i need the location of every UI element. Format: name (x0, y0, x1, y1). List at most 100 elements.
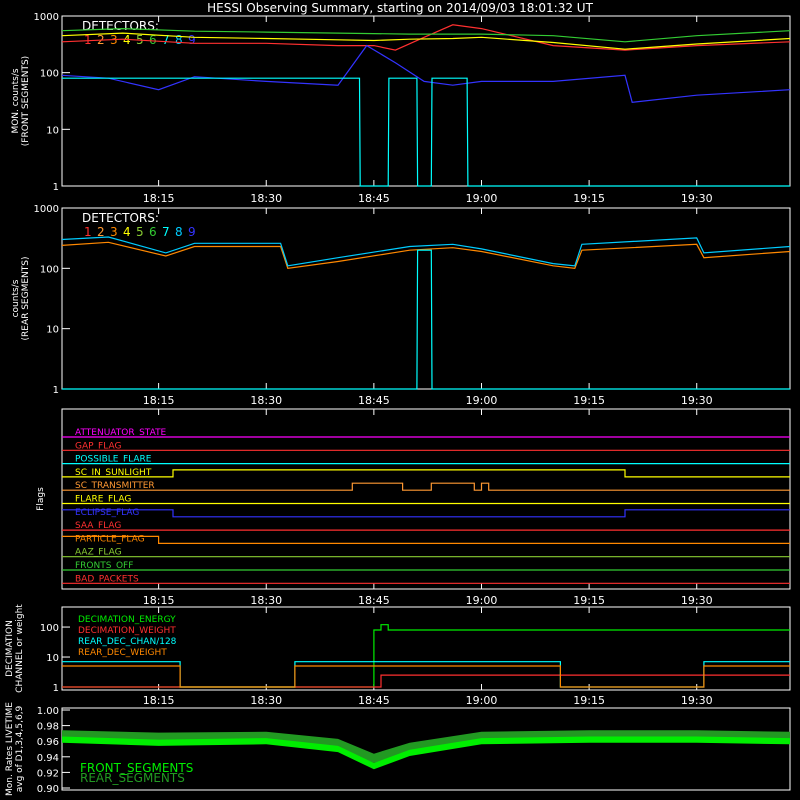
panel2-legend-label-5: 5 (136, 225, 144, 239)
panel2-series-2 (62, 249, 790, 390)
panel4-ytick-label-0: 1 (53, 683, 59, 694)
panel2-ytick-label-2: 100 (40, 264, 59, 275)
panel4-xtick-label-1: 18:30 (250, 694, 282, 707)
panel1-xtick-label-0: 18:15 (143, 192, 175, 205)
panel4-ylabel-0: DECIMATION (5, 620, 15, 677)
panel1-ytick-label-0: 1 (53, 182, 59, 193)
panel2-xtick-label-3: 19:00 (466, 394, 498, 407)
panel3-ylabel: Flags (36, 487, 46, 511)
panel3-flag-label-9: AAZ_FLAG (75, 548, 122, 558)
panel3-flag-label-6: ECLIPSE_FLAG (75, 508, 139, 518)
panel3-xtick-label-2: 18:45 (358, 594, 390, 607)
panel3-xtick-label-5: 19:30 (681, 594, 713, 607)
panel5-ytick-label-5: 1.00 (37, 706, 59, 717)
panel1-ylabel-1: (FRONT SEGMENTS) (21, 56, 31, 146)
panel2-legend-title: DETECTORS: (82, 211, 159, 225)
panel1-legend-label-6: 6 (149, 33, 157, 47)
panel2-ylabel-0: counts/s (11, 279, 21, 317)
panel3-flag-label-2: POSSIBLE_FLARE (75, 455, 152, 465)
panel2-series-0 (61, 241, 791, 269)
panel1-series-4 (62, 77, 790, 187)
panel1-legend-label-1: 1 (84, 33, 92, 47)
panel1-series-2 (61, 27, 791, 43)
panel4-legend-0: DECIMATION_ENERGY (78, 615, 176, 625)
panel5-frame (61, 707, 791, 791)
panel1-ytick-label-2: 100 (40, 69, 59, 80)
panel4-legend-2: REAR_DEC_CHAN/128 (78, 637, 177, 647)
panel3-flag-label-11: BAD_PACKETS (75, 574, 139, 584)
panel4-ylabel-1: CHANNEL or weight (15, 604, 25, 693)
panel3-flag-line-4 (62, 482, 790, 491)
panel1-legend-title: DETECTORS: (82, 19, 159, 33)
panel1-ytick-label-3: 1000 (34, 12, 59, 23)
panel5-ytick-label-2: 0.94 (37, 753, 59, 764)
panel2-legend-label-1: 1 (84, 225, 92, 239)
panel2-xtick-label-1: 18:30 (250, 394, 282, 407)
panel4-xtick-label-2: 18:45 (358, 694, 390, 707)
panel2-xtick-label-4: 19:15 (573, 394, 605, 407)
panel3-xtick-label-1: 18:30 (250, 594, 282, 607)
panel4-ytick-label-1: 10 (46, 653, 59, 664)
panel2-frame (61, 207, 791, 390)
panel4-xtick-label-0: 18:15 (143, 694, 175, 707)
panel2-legend-label-7: 7 (162, 225, 170, 239)
panel2-legend-label-4: 4 (123, 225, 131, 239)
panel5-ylabel-1: avg of D1,3,4,5,6,9 (15, 705, 25, 792)
panel5-ytick-label-3: 0.96 (37, 737, 59, 748)
panel2-legend-label-2: 2 (97, 225, 105, 239)
panel3-flag-line-8 (62, 535, 790, 544)
panel2-xtick-label-5: 19:30 (681, 394, 713, 407)
panel1-ytick-label-1: 10 (46, 125, 59, 136)
panel5-band-1 (62, 736, 790, 770)
panel2-xtick-label-0: 18:15 (143, 394, 175, 407)
panel3-xtick-label-0: 18:15 (143, 594, 175, 607)
panel4-frame (61, 606, 791, 691)
panel1-ylabel-0: MON. counts/s (11, 68, 21, 133)
panel5-ytick-label-1: 0.92 (37, 768, 59, 779)
panel3-flag-label-10: FRONTS_OFF (75, 561, 133, 571)
panel5-legend-1: REAR_SEGMENTS (80, 771, 185, 785)
panel4-legend-3: REAR_DEC_WEIGHT (78, 648, 167, 658)
panel3-flag-label-5: FLARE_FLAG (75, 495, 131, 505)
panel3-flag-label-4: SC_TRANSMITTER (75, 481, 155, 491)
panel3-flag-label-3: SC_IN_SUNLIGHT (75, 468, 152, 478)
panel2-ylabel-1: (REAR SEGMENTS) (21, 256, 31, 340)
panel2-legend-label-8: 8 (175, 225, 183, 239)
panel3-flag-line-6 (62, 509, 790, 518)
panel4-xtick-label-4: 19:15 (573, 694, 605, 707)
panel4-ytick-label-2: 100 (40, 623, 59, 634)
panel1-legend-label-8: 8 (175, 33, 183, 47)
panel1-xtick-label-2: 18:45 (358, 192, 390, 205)
panel1-series-0 (61, 24, 791, 51)
panel4-series-3 (62, 665, 790, 688)
panel4-xtick-label-3: 19:00 (466, 694, 498, 707)
panel2-legend-label-6: 6 (149, 225, 157, 239)
panel1-series-3 (61, 44, 791, 103)
panel1-legend-label-7: 7 (162, 33, 170, 47)
panel5-legend-0: FRONT_SEGMENTS (80, 761, 193, 775)
panel1-legend-label-9: 9 (188, 33, 196, 47)
panel2-ytick-label-3: 1000 (34, 204, 59, 215)
panel1-xtick-label-5: 19:30 (681, 192, 713, 205)
panel3-xtick-label-4: 19:15 (573, 594, 605, 607)
panel3-flag-line-3 (62, 469, 790, 478)
panel3-flag-label-0: ATTENUATOR_STATE (75, 428, 167, 438)
panel1-xtick-label-4: 19:15 (573, 192, 605, 205)
panel4-series-1 (62, 674, 790, 688)
panel1-series-1 (61, 32, 791, 50)
panel3-frame (61, 408, 791, 590)
panel2-ytick-label-1: 10 (46, 325, 59, 336)
panel3-flag-label-8: PARTICLE_FLAG (75, 534, 145, 544)
panel2-legend-label-3: 3 (110, 225, 118, 239)
panel3-flag-label-1: GAP_FLAG (75, 441, 121, 451)
panel3-flag-label-7: SAA_FLAG (75, 521, 121, 531)
panel5-ytick-label-4: 0.98 (37, 722, 59, 733)
panel1-xtick-label-3: 19:00 (466, 192, 498, 205)
panel5-ytick-label-0: 0.90 (37, 784, 59, 795)
panel2-legend-label-9: 9 (188, 225, 196, 239)
panel2-ytick-label-0: 1 (53, 385, 59, 396)
chart-title: HESSI Observing Summary, starting on 201… (207, 1, 593, 15)
panel2-xtick-label-2: 18:45 (358, 394, 390, 407)
panel3-xtick-label-3: 19:00 (466, 594, 498, 607)
